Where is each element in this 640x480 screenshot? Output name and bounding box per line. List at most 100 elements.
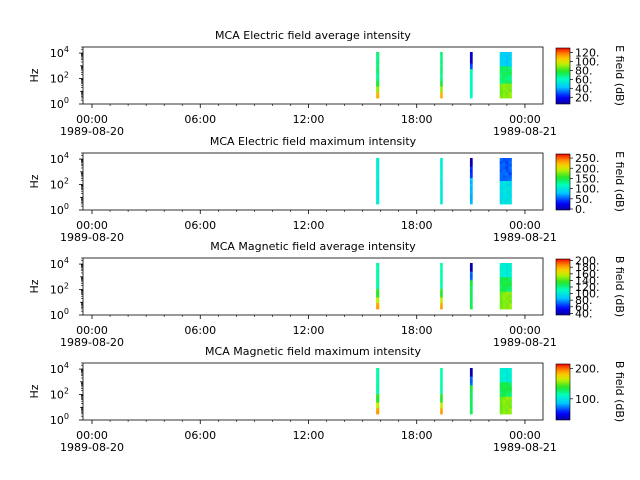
heatmap-cell: [376, 411, 380, 415]
heatmap-cell: [469, 306, 473, 310]
heatmap-cell: [440, 169, 443, 173]
heatmap-cell: [505, 83, 509, 87]
heatmap-cell: [440, 57, 443, 62]
heatmap-cell: [508, 60, 512, 64]
y-tick-label: 102: [50, 177, 69, 192]
heatmap-cell: [376, 382, 380, 386]
heatmap-cell: [499, 277, 504, 281]
heatmap-cell: [469, 52, 473, 56]
heatmap-cell: [469, 388, 473, 392]
heatmap-cell: [499, 201, 504, 205]
heatmap-cell: [469, 95, 473, 99]
heatmap-cell: [502, 385, 506, 389]
heatmap-cell: [499, 379, 504, 383]
colorbar-label: E field (dB): [613, 151, 626, 212]
heatmap-cell: [508, 376, 512, 380]
heatmap-cell: [469, 408, 473, 412]
chart-panel: MCA Magnetic field average intensity 100 1…: [28, 240, 626, 349]
heatmap-cell: [508, 411, 512, 415]
heatmap-cell: [440, 294, 443, 298]
heatmap-cell: [469, 393, 473, 398]
heatmap-cell: [499, 178, 504, 182]
heatmap-cell: [505, 274, 509, 278]
heatmap-cell: [508, 75, 512, 79]
heatmap-cell: [505, 379, 509, 383]
y-tick-label: 100: [50, 202, 69, 217]
heatmap-cell: [502, 175, 506, 179]
heatmap-cell: [469, 382, 473, 386]
heatmap-cell: [440, 52, 443, 56]
heatmap-cell: [469, 163, 473, 168]
heatmap-cell: [499, 198, 504, 202]
heatmap-cell: [502, 172, 506, 176]
heatmap-cell: [469, 280, 473, 284]
heatmap-cell: [440, 373, 443, 378]
heatmap-cell: [508, 271, 512, 275]
plot-frame: [82, 152, 544, 211]
spectrogram-strip: [440, 52, 443, 99]
x-tick-label: 18:00: [401, 113, 433, 126]
heatmap-cell: [469, 405, 473, 409]
x-tick-label: 06:00: [184, 429, 216, 442]
x-date-label: 1989-08-20: [60, 441, 124, 454]
heatmap-cell: [440, 163, 443, 168]
heatmap-cell: [376, 52, 380, 56]
colorbar-tick-label: 100.: [575, 393, 600, 406]
heatmap-cell: [502, 60, 506, 64]
heatmap-cell: [502, 393, 506, 398]
heatmap-cell: [505, 408, 509, 412]
heatmap-cell: [499, 391, 504, 395]
heatmap-cell: [502, 370, 506, 375]
spectrogram-strip: [499, 368, 512, 415]
heatmap-cell: [505, 69, 509, 73]
heatmap-cell: [505, 89, 509, 93]
heatmap-cell: [505, 183, 509, 188]
plot-frame: [82, 46, 544, 105]
colorbar-label: B field (dB): [613, 361, 626, 422]
heatmap-cell: [440, 63, 443, 67]
heatmap-cell: [440, 283, 443, 287]
heatmap-cell: [440, 268, 443, 273]
heatmap-cell: [440, 80, 443, 85]
heatmap-cell: [508, 288, 512, 293]
heatmap-cell: [469, 77, 473, 82]
heatmap-cell: [440, 75, 443, 79]
heatmap-cell: [440, 198, 443, 202]
heatmap-cell: [502, 86, 506, 90]
heatmap-cell: [499, 163, 504, 168]
heatmap-cell: [469, 86, 473, 90]
heatmap-cell: [502, 183, 506, 188]
x-tick-label: 18:00: [401, 429, 433, 442]
heatmap-cell: [440, 178, 443, 182]
heatmap-cell: [505, 181, 509, 185]
heatmap-cell: [499, 175, 504, 179]
heatmap-cell: [376, 169, 380, 173]
heatmap-cell: [505, 396, 509, 401]
heatmap-cell: [469, 169, 473, 173]
heatmap-cell: [499, 306, 504, 310]
heatmap-cell: [508, 69, 512, 73]
heatmap-cell: [469, 265, 473, 270]
heatmap-cell: [508, 86, 512, 90]
heatmap-cell: [469, 175, 473, 179]
spectrogram-strip: [440, 158, 443, 205]
heatmap-cell: [502, 379, 506, 383]
heatmap-cell: [376, 291, 380, 296]
heatmap-cell: [440, 393, 443, 398]
heatmap-cell: [376, 274, 380, 278]
heatmap-cell: [469, 57, 473, 62]
heatmap-cell: [376, 163, 380, 168]
heatmap-cell: [499, 402, 504, 406]
heatmap-cell: [499, 181, 504, 185]
heatmap-cell: [469, 303, 473, 307]
colorbar-tick-label: 60.: [575, 73, 593, 86]
heatmap-cell: [502, 181, 506, 185]
heatmap-cell: [440, 306, 443, 310]
y-tick-label: 100: [50, 96, 69, 111]
heatmap-cell: [469, 72, 473, 76]
heatmap-cell: [499, 286, 504, 290]
heatmap-cell: [376, 166, 380, 170]
heatmap-cell: [502, 382, 506, 386]
heatmap-cell: [469, 186, 473, 191]
heatmap-cell: [376, 277, 380, 281]
